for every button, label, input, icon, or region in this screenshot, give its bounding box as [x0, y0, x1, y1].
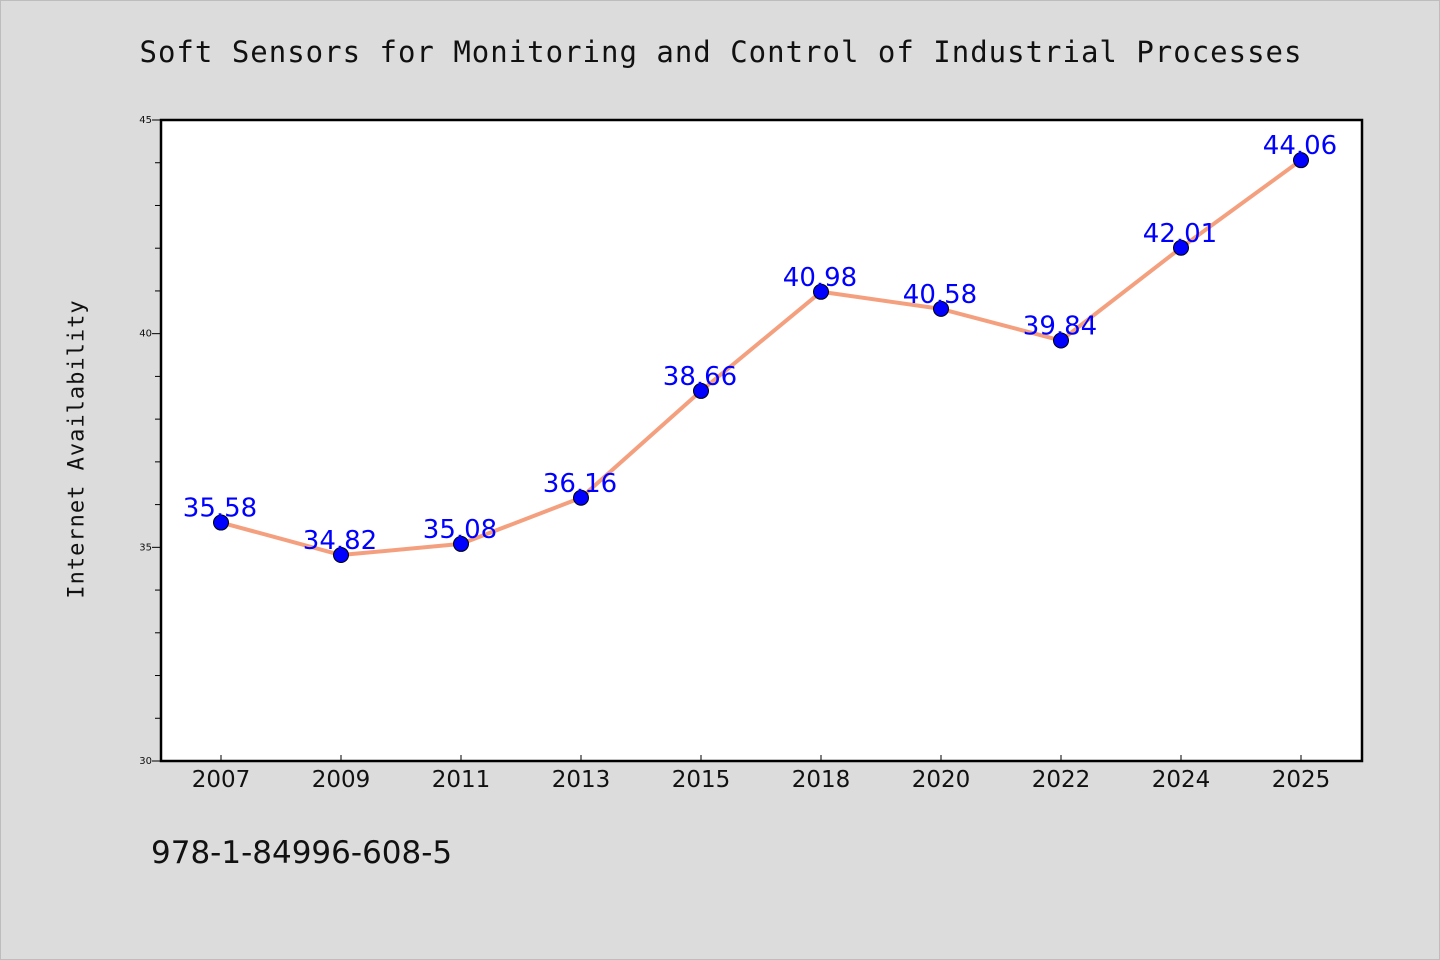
- data-label: 39.84: [1023, 312, 1097, 342]
- isbn-footer: 978-1-84996-608-5: [151, 835, 453, 871]
- x-tick-label: 2018: [792, 767, 851, 793]
- y-tick-label: 35: [139, 542, 152, 553]
- data-label: 40.58: [903, 280, 977, 310]
- data-point: [213, 514, 229, 531]
- y-tick-label: 45: [139, 115, 152, 126]
- plot-frame: [159, 118, 1364, 763]
- x-tick-label: 2020: [912, 767, 971, 793]
- x-tick-label: 2022: [1032, 767, 1091, 793]
- plot-area: [161, 120, 1362, 761]
- x-tick-label: 2013: [552, 767, 611, 793]
- x-tick-label: 2011: [432, 767, 491, 793]
- x-tick-label: 2015: [672, 767, 731, 793]
- series-layer: [213, 152, 1309, 564]
- data-label: 40.98: [783, 263, 857, 293]
- x-tick-label: 2007: [192, 767, 251, 793]
- series-line: [219, 158, 1303, 558]
- data-point: [1293, 152, 1309, 169]
- data-labels: 35.58 34.82 35.08 36.16 38.66 40.98 40.58 39.84…: [183, 131, 1337, 556]
- data-label: 34.82: [303, 526, 377, 556]
- data-label: 35.58: [183, 494, 257, 524]
- x-tick-label: 2024: [1152, 767, 1211, 793]
- data-point: [1173, 239, 1189, 256]
- data-label: 36.16: [543, 469, 617, 499]
- x-tick-label: 2009: [312, 767, 371, 793]
- data-label: 44.06: [1263, 131, 1337, 161]
- data-point: [573, 489, 589, 506]
- data-label: 35.08: [423, 515, 497, 545]
- data-point: [693, 382, 709, 399]
- y-tick-label: 40: [139, 329, 152, 340]
- chart-title: Soft Sensors for Monitoring and Control …: [139, 35, 1303, 69]
- data-point: [933, 300, 949, 317]
- data-point: [1053, 332, 1069, 349]
- x-tick-label: 2025: [1272, 767, 1331, 793]
- x-axis-ticks: 2007 2009 2011 2013 2015 2018 2020 2022 2024 2025: [192, 755, 1331, 793]
- data-point: [333, 547, 349, 564]
- data-label: 42.01: [1143, 219, 1217, 249]
- data-point: [453, 535, 469, 552]
- y-axis-ticks: 30 35 40 45: [139, 115, 161, 767]
- y-tick-label: 30: [139, 756, 152, 767]
- data-point: [813, 283, 829, 300]
- data-label: 38.66: [663, 362, 737, 392]
